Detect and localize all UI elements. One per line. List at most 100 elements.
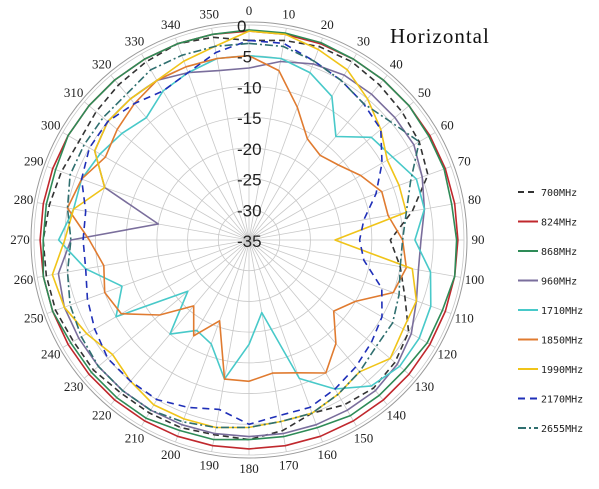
angle-tick-label: 130: [415, 379, 435, 394]
angle-tick-label: 90: [472, 232, 485, 247]
angle-tick-label: 50: [418, 85, 431, 100]
series-line-8: [66, 42, 421, 429]
grid-spoke: [248, 53, 357, 241]
angle-tick-label: 320: [92, 57, 112, 72]
angle-tick-label: 310: [64, 85, 84, 100]
radial-tick-label: -25: [237, 171, 262, 190]
legend-label: 824MHz: [541, 218, 577, 229]
grid-spoke: [141, 53, 250, 241]
angle-tick-label: 270: [10, 232, 30, 247]
legend-item: 2170MHz: [518, 395, 583, 406]
angle-tick-label: 300: [41, 118, 61, 133]
axis-labels: 0 10 20 30 40 50 60 70 80 90 100 110 120 130 140 150 160…: [10, 3, 484, 476]
angle-tick-label: 70: [458, 154, 471, 169]
legend-item: 960MHz: [518, 277, 577, 288]
radial-tick-label: -15: [237, 109, 262, 128]
legend-item: 824MHz: [518, 218, 577, 229]
grid-spoke: [248, 239, 461, 278]
angle-tick-label: 110: [455, 310, 474, 325]
grid-spoke: [248, 166, 452, 241]
grid-spoke: [248, 132, 436, 241]
grid-spoke: [37, 239, 250, 278]
legend: 700MHz 824MHz 868MHz 960MHz 1710MHz 1850MHz 19…: [518, 188, 583, 435]
legend-label: 2170MHz: [541, 395, 583, 406]
legend-item: 1990MHz: [518, 365, 583, 376]
grid-spoke: [62, 239, 250, 348]
grid-spoke: [141, 239, 250, 427]
angle-tick-label: 120: [438, 347, 458, 362]
angle-tick-label: 0: [246, 3, 253, 18]
radial-tick-label: -30: [237, 201, 262, 220]
grid-spoke: [84, 101, 250, 241]
angle-tick-label: 170: [279, 458, 299, 473]
angle-tick-label: 180: [239, 461, 259, 476]
legend-label: 700MHz: [541, 188, 577, 199]
grid-spoke: [211, 28, 250, 241]
series-line-0: [42, 36, 429, 441]
angle-tick-label: 140: [386, 407, 406, 422]
grid-spoke: [248, 37, 323, 241]
grid-spoke: [248, 75, 388, 241]
angle-tick-label: 190: [199, 458, 219, 473]
grid-spoke: [46, 239, 250, 314]
grid-spoke: [248, 101, 414, 241]
legend-label: 1710MHz: [541, 306, 583, 317]
series-layer: [39, 29, 459, 450]
series-line-5: [66, 54, 408, 383]
chart-title: Horizontal: [390, 24, 490, 48]
angle-tick-label: 200: [161, 447, 181, 462]
grid-spoke: [248, 239, 287, 452]
radial-tick-label: -20: [237, 140, 262, 159]
angle-tick-label: 100: [465, 272, 485, 287]
angle-tick-label: 150: [354, 430, 374, 445]
angle-tick-label: 250: [24, 310, 44, 325]
angle-tick-label: 260: [14, 272, 34, 287]
series-line-7: [80, 39, 383, 426]
radial-tick-label: -35: [237, 232, 262, 251]
grid-spoke: [248, 239, 414, 379]
angle-tick-label: 230: [64, 379, 84, 394]
angle-tick-label: 240: [41, 347, 61, 362]
grid-spoke: [248, 28, 287, 241]
grid-spoke: [62, 132, 250, 241]
angle-tick-label: 220: [92, 407, 112, 422]
legend-label: 960MHz: [541, 277, 577, 288]
angle-tick-label: 210: [125, 430, 145, 445]
grid-spoke: [248, 239, 323, 443]
angle-tick-label: 350: [199, 7, 219, 22]
grid-spoke: [110, 75, 250, 241]
legend-item: 868MHz: [518, 247, 577, 258]
legend-item: 1850MHz: [518, 336, 583, 347]
angle-tick-label: 340: [161, 17, 181, 32]
angle-tick-label: 290: [24, 154, 44, 169]
legend-item: 2655MHz: [518, 424, 583, 435]
radial-tick-label: -10: [237, 78, 262, 97]
legend-item: 700MHz: [518, 188, 577, 199]
grid-spoke: [110, 239, 250, 405]
angle-tick-label: 80: [468, 192, 481, 207]
grid-spoke: [175, 37, 250, 241]
series-line-4: [57, 54, 432, 390]
grid-spoke: [37, 202, 250, 241]
angle-tick-label: 30: [357, 34, 370, 49]
grid-spoke: [248, 239, 388, 405]
grid-spoke: [248, 239, 436, 348]
legend-label: 868MHz: [541, 247, 577, 258]
radial-tick-label: 0: [237, 17, 246, 36]
grid-spoke: [175, 239, 250, 443]
series-line-2: [42, 29, 458, 441]
outer-ring: [30, 21, 468, 459]
angle-tick-label: 40: [390, 57, 403, 72]
grid-spoke: [248, 239, 452, 314]
angle-tick-label: 160: [318, 447, 338, 462]
legend-label: 1850MHz: [541, 336, 583, 347]
angle-tick-label: 10: [282, 7, 295, 22]
polar-grid: [30, 21, 468, 459]
legend-item: 1710MHz: [518, 306, 583, 317]
grid-spoke: [248, 239, 357, 427]
angle-tick-label: 60: [441, 118, 454, 133]
grid-spoke: [46, 166, 250, 241]
legend-label: 1990MHz: [541, 365, 583, 376]
angle-tick-label: 20: [321, 17, 334, 32]
